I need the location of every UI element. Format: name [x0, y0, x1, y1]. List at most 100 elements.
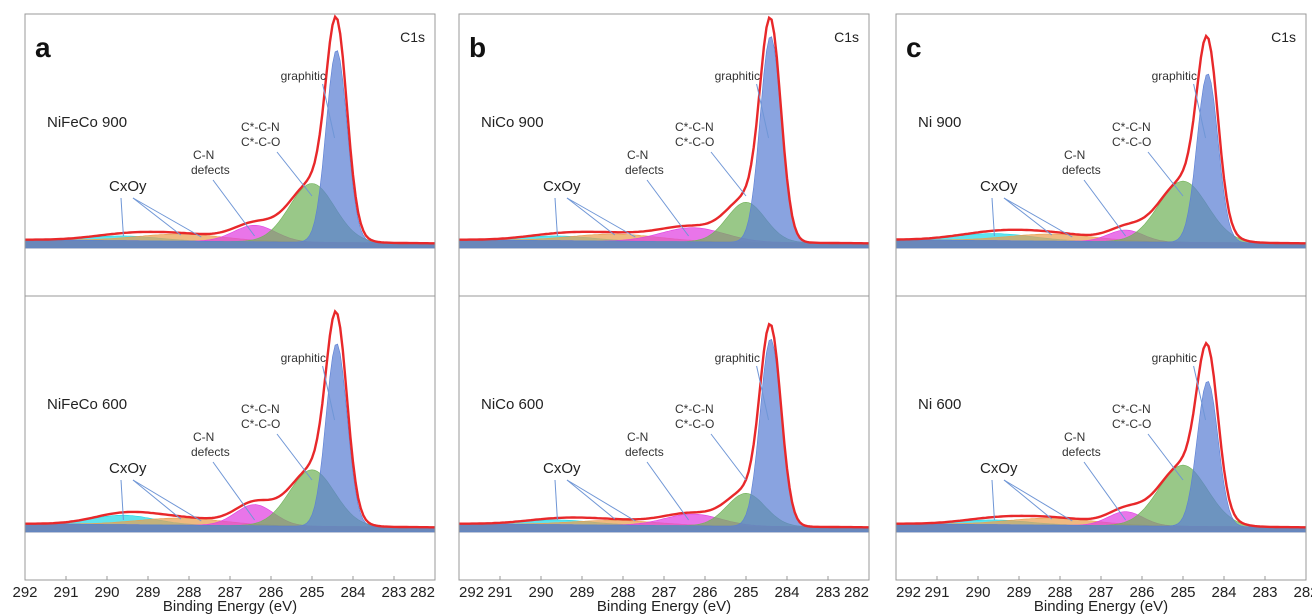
component-peak-0 [24, 50, 436, 249]
x-tick-label: 282 [844, 584, 869, 601]
sample-label: NiFeCo 600 [47, 396, 127, 413]
core-level-label: C1s [1271, 29, 1296, 45]
component-peak-0 [458, 338, 870, 533]
x-tick-label: 291 [924, 584, 949, 601]
annotation-graphitic: graphitic [715, 351, 760, 365]
arrow-cxoy-2 [1003, 479, 1073, 522]
x-tick-label: 287 [1088, 584, 1113, 601]
x-tick-label: 288 [610, 584, 635, 601]
arrow-cxoy-1 [132, 197, 182, 236]
arrow-graphitic [322, 365, 336, 421]
annotation-c-c-o: C*-C-O [241, 135, 280, 149]
arrow-cxoy-3 [554, 197, 558, 237]
x-tick-label: 286 [692, 584, 717, 601]
core-level-label: C1s [834, 29, 859, 45]
annotation-defects: defects [625, 445, 664, 459]
sample-label: Ni 900 [918, 114, 961, 131]
annotation-graphitic: graphitic [1152, 69, 1197, 83]
arrow-defects [646, 461, 690, 521]
arrow-graphitic [1193, 83, 1207, 139]
arrow-cxoy-3 [991, 479, 995, 521]
annotation-c-n: C-N [627, 148, 648, 162]
x-tick-label: 284 [1211, 584, 1236, 601]
x-tick-label: 286 [258, 584, 283, 601]
annotation-c-c-n: C*-C-N [241, 402, 280, 416]
annotation-defects: defects [191, 445, 230, 459]
x-tick-label: 290 [528, 584, 553, 601]
annotation-c-c-o: C*-C-O [675, 135, 714, 149]
panel-frame [895, 13, 1307, 581]
annotation-cxoy: CxOy [543, 178, 581, 195]
annotation-c-c-n: C*-C-N [241, 120, 280, 134]
sample-label: NiFeCo 900 [47, 114, 127, 131]
x-tick-label: 290 [94, 584, 119, 601]
x-tick-label: 289 [569, 584, 594, 601]
envelope-line [896, 340, 1306, 529]
x-tick-label: 283 [815, 584, 840, 601]
arrow-defects [646, 179, 690, 237]
x-tick-label: 283 [1252, 584, 1277, 601]
x-tick-label: 287 [217, 584, 242, 601]
arrow-cxoy-3 [991, 197, 995, 237]
annotation-c-c-n: C*-C-N [675, 120, 714, 134]
panel-frame [24, 13, 436, 581]
x-tick-label: 283 [381, 584, 406, 601]
annotation-c-c-n: C*-C-N [675, 402, 714, 416]
x-tick-label: 289 [135, 584, 160, 601]
x-tick-label: 290 [965, 584, 990, 601]
arrow-cxoy-3 [120, 479, 124, 521]
annotation-c-c-o: C*-C-O [241, 417, 280, 431]
x-tick-label: 291 [53, 584, 78, 601]
x-tick-label: 292 [459, 584, 484, 601]
annotation-graphitic: graphitic [715, 69, 760, 83]
arrow-c-c-n [710, 151, 747, 197]
arrow-graphitic [1193, 365, 1207, 421]
sample-label: NiCo 600 [481, 396, 544, 413]
arrow-cxoy-1 [1003, 479, 1053, 520]
arrow-graphitic [322, 83, 336, 139]
arrow-cxoy-1 [132, 479, 182, 520]
arrow-cxoy-2 [132, 197, 202, 238]
annotation-cxoy: CxOy [543, 460, 581, 477]
core-level-label: C1s [400, 29, 425, 45]
arrow-defects [212, 179, 256, 237]
x-tick-label: 282 [410, 584, 435, 601]
annotation-cxoy: CxOy [109, 178, 147, 195]
annotation-defects: defects [1062, 445, 1101, 459]
panel-letter: a [35, 32, 51, 63]
sample-label: Ni 600 [918, 396, 961, 413]
x-tick-label: 285 [299, 584, 324, 601]
annotation-c-c-n: C*-C-N [1112, 402, 1151, 416]
component-peak-0 [895, 73, 1307, 249]
xps-panel-a: NiFeCo 900graphiticC*-C-NC*-C-OC-Ndefect… [12, 13, 436, 614]
x-tick-label: 287 [651, 584, 676, 601]
x-tick-label: 289 [1006, 584, 1031, 601]
x-tick-label: 282 [1293, 584, 1312, 601]
arrow-cxoy-2 [1003, 197, 1073, 238]
xps-panel-c: Ni 900graphiticC*-C-NC*-C-OC-NdefectsCxO… [895, 13, 1312, 614]
arrow-cxoy-3 [554, 479, 558, 521]
x-tick-label: 292 [12, 584, 37, 601]
arrow-c-c-n [276, 151, 313, 197]
arrow-cxoy-2 [566, 197, 636, 238]
annotation-c-n: C-N [1064, 148, 1085, 162]
panel-frame [458, 13, 870, 581]
arrow-graphitic [756, 365, 770, 421]
annotation-c-c-o: C*-C-O [1112, 417, 1151, 431]
annotation-c-n: C-N [193, 148, 214, 162]
arrow-cxoy-1 [566, 479, 616, 520]
annotation-graphitic: graphitic [281, 351, 326, 365]
x-tick-label: 286 [1129, 584, 1154, 601]
x-tick-label: 284 [340, 584, 365, 601]
annotation-graphitic: graphitic [281, 69, 326, 83]
x-axis-title: Binding Energy (eV) [597, 598, 731, 614]
x-tick-label: 285 [1170, 584, 1195, 601]
annotation-cxoy: CxOy [109, 460, 147, 477]
arrow-cxoy-1 [1003, 197, 1053, 236]
x-tick-label: 284 [774, 584, 799, 601]
x-tick-label: 291 [487, 584, 512, 601]
arrow-cxoy-2 [132, 479, 202, 522]
arrow-defects [212, 461, 256, 521]
annotation-defects: defects [1062, 163, 1101, 177]
x-axis-title: Binding Energy (eV) [163, 598, 297, 614]
